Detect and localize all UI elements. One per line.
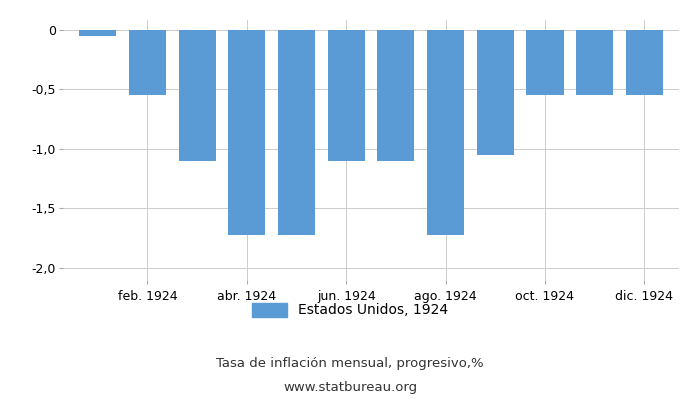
Text: www.statbureau.org: www.statbureau.org [283, 382, 417, 394]
Bar [228, 30, 265, 235]
Bar [278, 30, 315, 235]
Bar [427, 30, 464, 235]
Bar [178, 30, 216, 161]
Text: Tasa de inflación mensual, progresivo,%: Tasa de inflación mensual, progresivo,% [216, 358, 484, 370]
Bar [79, 30, 116, 36]
Bar [626, 30, 663, 95]
Bar [576, 30, 613, 95]
Bar [328, 30, 365, 161]
Bar [477, 30, 514, 155]
Legend: Estados Unidos, 1924: Estados Unidos, 1924 [246, 297, 454, 323]
Bar [129, 30, 166, 95]
Bar [526, 30, 564, 95]
Bar [377, 30, 414, 161]
